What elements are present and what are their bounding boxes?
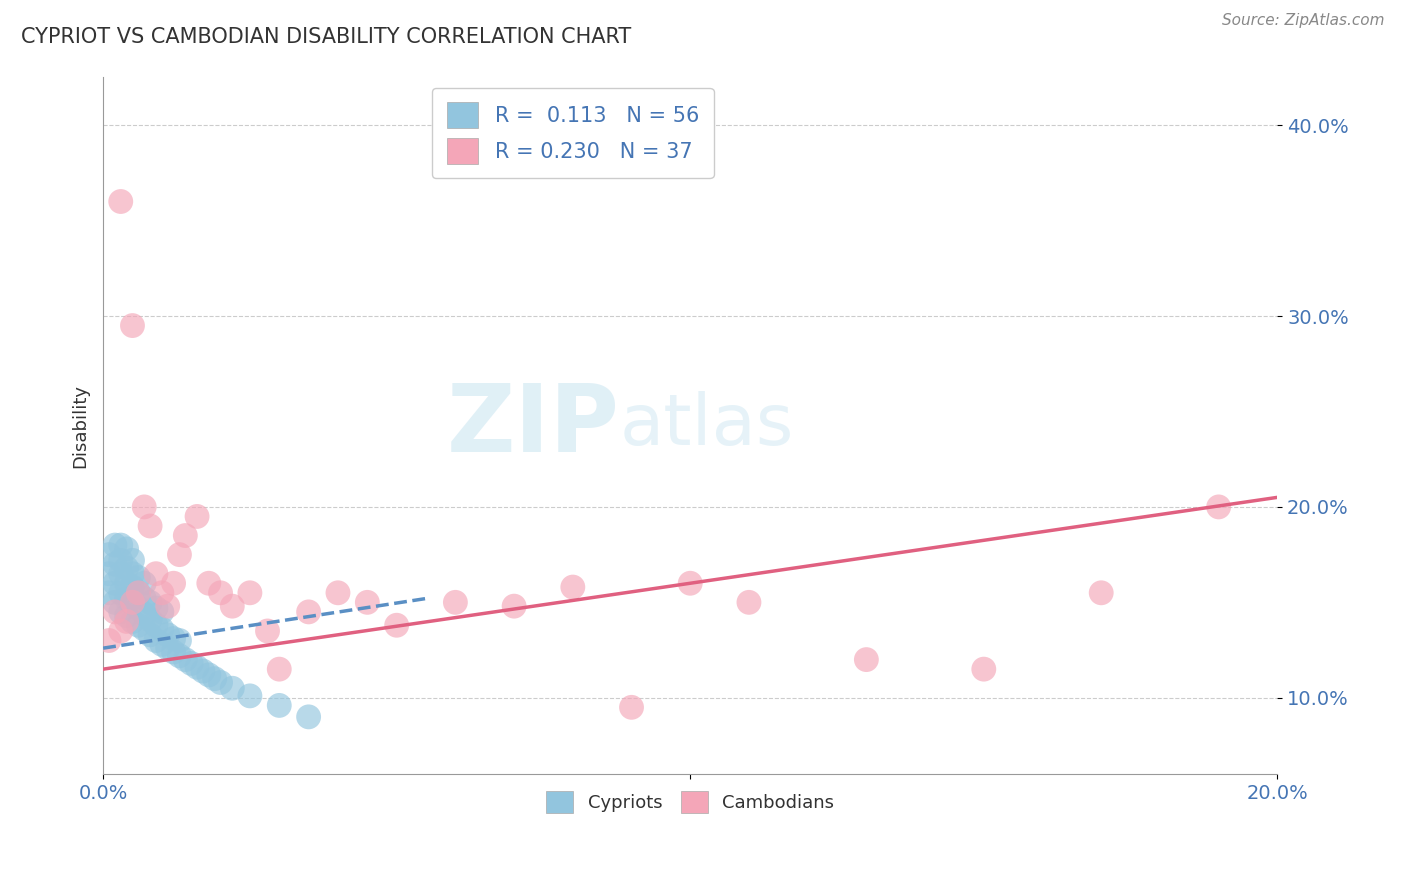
Point: [104, 595, 127, 609]
Point: [209, 675, 232, 690]
Text: atlas: atlas: [620, 392, 794, 460]
Point: [169, 648, 191, 663]
Point: [169, 633, 191, 648]
Point: [127, 618, 149, 632]
Point: [121, 566, 143, 581]
Point: [134, 500, 156, 514]
Point: [444, 595, 467, 609]
Point: [679, 576, 702, 591]
Point: [134, 607, 156, 621]
Point: [191, 664, 214, 678]
Y-axis label: Disability: Disability: [72, 384, 89, 467]
Point: [104, 605, 127, 619]
Point: [561, 580, 583, 594]
Point: [198, 576, 221, 591]
Point: [738, 595, 761, 609]
Point: [198, 668, 221, 682]
Point: [127, 570, 149, 584]
Point: [156, 641, 179, 656]
Point: [104, 576, 127, 591]
Point: [145, 633, 167, 648]
Point: [104, 557, 127, 571]
Point: [162, 632, 184, 646]
Point: [169, 548, 191, 562]
Point: [145, 618, 167, 632]
Point: [150, 586, 173, 600]
Point: [134, 576, 156, 591]
Text: CYPRIOT VS CAMBODIAN DISABILITY CORRELATION CHART: CYPRIOT VS CAMBODIAN DISABILITY CORRELAT…: [21, 27, 631, 46]
Point: [239, 689, 262, 703]
Point: [145, 566, 167, 581]
Point: [110, 586, 132, 600]
Point: [186, 509, 208, 524]
Point: [150, 622, 173, 636]
Point: [186, 660, 208, 674]
Point: [221, 599, 243, 614]
Point: [204, 672, 226, 686]
Point: [326, 586, 349, 600]
Point: [269, 698, 291, 713]
Point: [174, 528, 197, 542]
Point: [256, 624, 278, 638]
Point: [1090, 586, 1112, 600]
Point: [110, 194, 132, 209]
Point: [150, 637, 173, 651]
Point: [115, 615, 138, 629]
Point: [98, 586, 121, 600]
Point: [156, 599, 179, 614]
Point: [209, 586, 232, 600]
Point: [110, 538, 132, 552]
Point: [104, 538, 127, 552]
Point: [145, 601, 167, 615]
Point: [121, 553, 143, 567]
Point: [855, 652, 877, 666]
Point: [162, 576, 184, 591]
Point: [98, 548, 121, 562]
Text: Source: ZipAtlas.com: Source: ZipAtlas.com: [1222, 13, 1385, 29]
Point: [973, 662, 995, 676]
Point: [139, 613, 162, 627]
Point: [115, 591, 138, 606]
Point: [356, 595, 378, 609]
Point: [115, 576, 138, 591]
Point: [156, 628, 179, 642]
Point: [298, 710, 321, 724]
Point: [1208, 500, 1230, 514]
Point: [110, 553, 132, 567]
Point: [121, 580, 143, 594]
Point: [139, 628, 162, 642]
Point: [110, 624, 132, 638]
Point: [115, 541, 138, 556]
Point: [121, 595, 143, 609]
Point: [139, 595, 162, 609]
Point: [269, 662, 291, 676]
Point: [385, 618, 408, 632]
Point: [121, 595, 143, 609]
Point: [150, 605, 173, 619]
Point: [221, 681, 243, 696]
Point: [134, 591, 156, 606]
Point: [180, 657, 202, 671]
Text: ZIP: ZIP: [447, 380, 620, 472]
Point: [139, 519, 162, 533]
Point: [134, 622, 156, 636]
Point: [127, 601, 149, 615]
Point: [115, 608, 138, 623]
Point: [620, 700, 643, 714]
Point: [162, 645, 184, 659]
Point: [110, 566, 132, 581]
Point: [127, 586, 149, 600]
Point: [121, 318, 143, 333]
Point: [174, 652, 197, 666]
Point: [127, 586, 149, 600]
Point: [121, 615, 143, 629]
Point: [503, 599, 526, 614]
Point: [110, 605, 132, 619]
Point: [298, 605, 321, 619]
Legend: Cypriots, Cambodians: Cypriots, Cambodians: [536, 780, 845, 824]
Point: [239, 586, 262, 600]
Point: [98, 633, 121, 648]
Point: [115, 561, 138, 575]
Point: [98, 566, 121, 581]
